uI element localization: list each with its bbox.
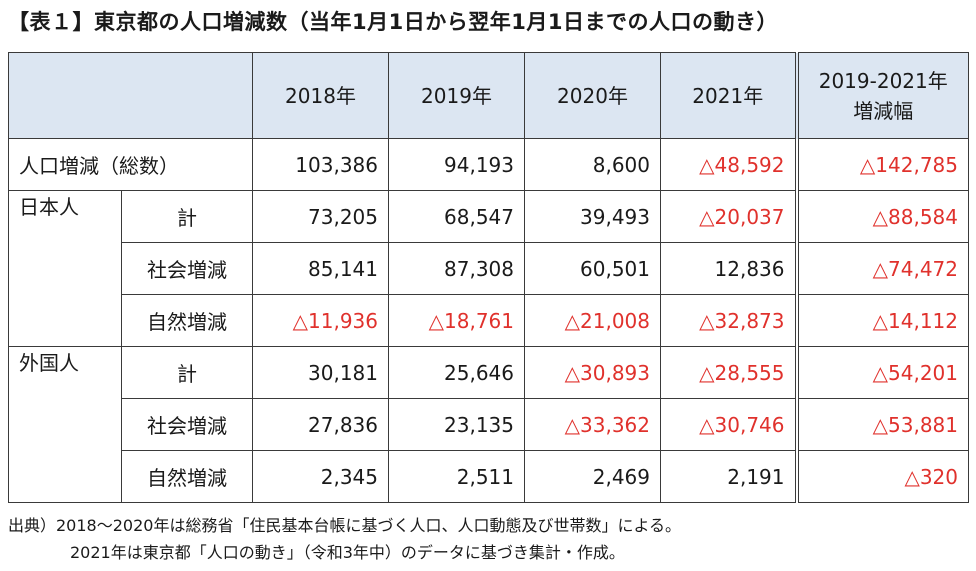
row-label-foreign-natural: 自然増減 [121,450,253,503]
source-notes: 出典）2018～2020年は総務省「住民基本台帳に基づく人口、人口動態及び世帯数… [8,512,681,566]
cell-jp-social-2019: 87,308 [388,242,525,295]
cell-fr-subtotal-2021: △28,555 [660,346,797,399]
cell-jp-natural-diff: △14,112 [794,294,969,347]
header-corner [8,52,253,139]
cell-fr-subtotal-2019: 25,646 [388,346,525,399]
cell-fr-social-2020: △33,362 [524,398,661,451]
cell-fr-subtotal-2018: 30,181 [252,346,389,399]
cell-fr-social-2018: 27,836 [252,398,389,451]
row-label-japanese-social: 社会増減 [121,242,253,295]
row-label-japanese-subtotal: 計 [121,190,253,243]
cell-jp-natural-2021: △32,873 [660,294,797,347]
header-2021: 2021年 [660,52,797,139]
population-change-table: 2018年 2019年 2020年 2021年 2019-2021年 増減幅 人… [8,52,969,503]
table-row-japanese-social: 社会増減 85,141 87,308 60,501 12,836 △74,472 [9,242,969,295]
cell-jp-social-diff: △74,472 [794,242,969,295]
table-row-foreign-subtotal: 外国人 計 30,181 25,646 △30,893 △28,555 △54,… [8,346,969,503]
cell-jp-subtotal-2018: 73,205 [252,190,389,243]
note-line-1: 出典）2018～2020年は総務省「住民基本台帳に基づく人口、人口動態及び世帯数… [8,516,681,535]
cell-fr-subtotal-diff: △54,201 [794,346,969,399]
cell-fr-social-2019: 23,135 [388,398,525,451]
row-label-japanese-natural: 自然増減 [121,294,253,347]
table-row-foreign-natural: 自然増減 2,345 2,511 2,469 2,191 △320 [9,450,969,503]
cell-jp-subtotal-diff: △88,584 [794,190,969,243]
table-row-japanese-subtotal: 日本人 計 73,205 68,547 39,493 △20,037 △88,5… [8,190,969,347]
cell-fr-social-2021: △30,746 [660,398,797,451]
cell-fr-natural-2019: 2,511 [388,450,525,503]
header-diff-line2: 増減幅 [853,98,914,123]
cell-jp-subtotal-2021: △20,037 [660,190,797,243]
table-row-japanese-natural: 自然増減 △11,936 △18,761 △21,008 △32,873 △14… [9,294,969,347]
row-label-total: 人口増減（総数） [8,138,253,191]
cell-jp-natural-2018: △11,936 [252,294,389,347]
group-label-japanese: 日本人 [8,190,122,347]
group-label-foreign: 外国人 [8,346,122,503]
cell-total-2020: 8,600 [524,138,661,191]
row-label-foreign-subtotal: 計 [121,346,253,399]
header-2018: 2018年 [252,52,389,139]
header-2020: 2020年 [524,52,661,139]
cell-fr-natural-2020: 2,469 [524,450,661,503]
row-label-foreign-social: 社会増減 [121,398,253,451]
header-row: 2018年 2019年 2020年 2021年 2019-2021年 増減幅 [8,52,969,139]
table-row-foreign-social: 社会増減 27,836 23,135 △33,362 △30,746 △53,8… [9,398,969,451]
cell-fr-subtotal-2020: △30,893 [524,346,661,399]
cell-jp-social-2021: 12,836 [660,242,797,295]
cell-fr-natural-2021: 2,191 [660,450,797,503]
table-title: 【表１】東京都の人口増減数（当年1月1日から翌年1月1日までの人口の動き） [8,10,778,34]
cell-jp-social-2018: 85,141 [252,242,389,295]
cell-total-2021: △48,592 [660,138,797,191]
table-row-total: 人口増減（総数） 103,386 94,193 8,600 △48,592 △1… [8,138,969,191]
cell-fr-natural-diff: △320 [794,450,969,503]
cell-jp-natural-2019: △18,761 [388,294,525,347]
header-diff: 2019-2021年 増減幅 [794,52,969,139]
cell-jp-subtotal-2019: 68,547 [388,190,525,243]
cell-fr-natural-2018: 2,345 [252,450,389,503]
cell-total-2018: 103,386 [252,138,389,191]
cell-total-diff: △142,785 [794,138,969,191]
cell-jp-natural-2020: △21,008 [524,294,661,347]
cell-jp-social-2020: 60,501 [524,242,661,295]
note-line-2: 2021年は東京都「人口の動き」（令和3年中）のデータに基づき集計・作成。 [70,543,625,562]
cell-total-2019: 94,193 [388,138,525,191]
header-diff-line1: 2019-2021年 [818,68,948,93]
cell-fr-social-diff: △53,881 [794,398,969,451]
header-2019: 2019年 [388,52,525,139]
cell-jp-subtotal-2020: 39,493 [524,190,661,243]
